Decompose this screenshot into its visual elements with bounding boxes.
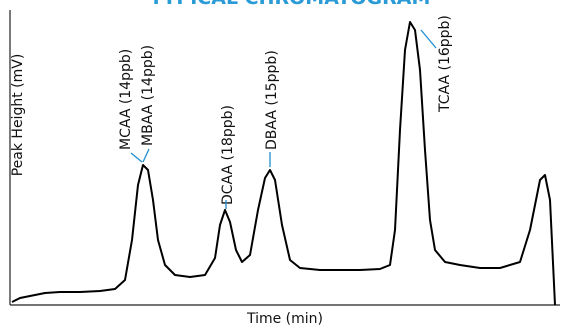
peak-label: DBAA (15ppb) — [264, 50, 280, 150]
y-axis-label: Peak Height (mV) — [10, 54, 26, 177]
leader-line — [142, 148, 150, 163]
x-axis-label: Time (min) — [246, 311, 323, 327]
trace — [11, 21, 556, 306]
peak-label: DCAA (18ppb) — [220, 105, 236, 205]
leader-line — [130, 152, 143, 163]
leader-line — [420, 29, 437, 49]
peak-label: MBAA (14ppb) — [140, 45, 156, 146]
chart-title: TYPICAL CHROMATOGRAM — [150, 0, 431, 9]
peak-label: MCAA (14ppb) — [118, 49, 134, 150]
peak-label: TCAA (16ppb) — [437, 15, 453, 113]
